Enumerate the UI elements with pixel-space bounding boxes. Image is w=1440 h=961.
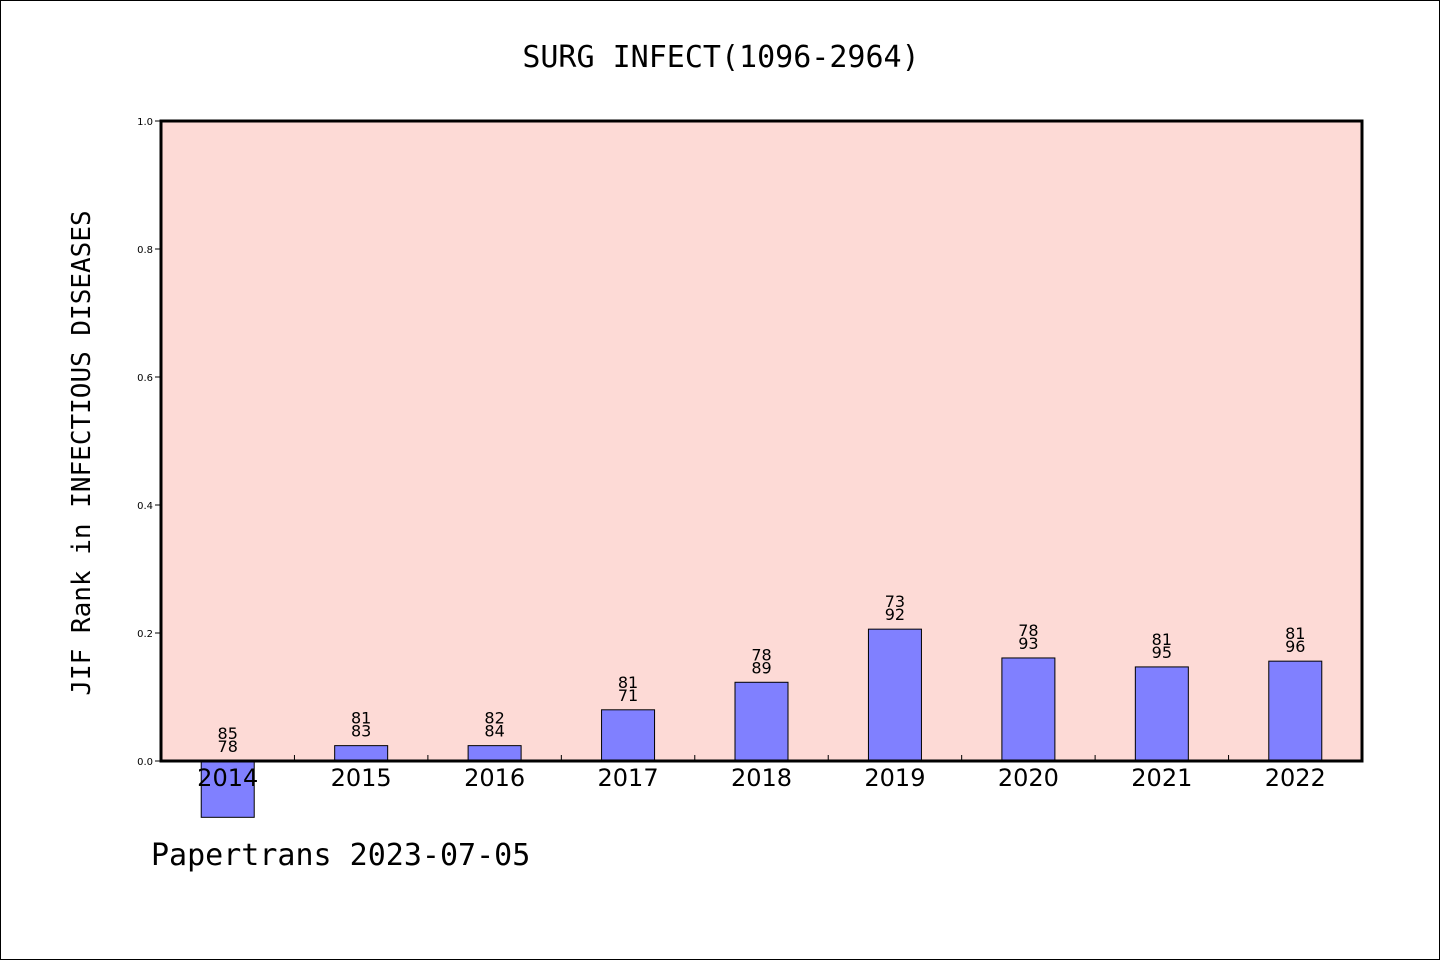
bar-label-bottom: 92 <box>885 605 905 624</box>
bar <box>867 628 922 762</box>
bar-label-bottom: 83 <box>351 722 371 741</box>
x-tick-label: 2018 <box>731 764 792 792</box>
bar <box>1268 660 1323 762</box>
y-axis: 0.0 0.2 0.4 0.6 0.8 1.0 <box>137 117 161 768</box>
bar-label-top: 78 <box>1018 621 1038 640</box>
bar-label-top: 81 <box>618 673 638 692</box>
y-tick-label: 0.6 <box>137 373 153 384</box>
bar <box>334 745 389 762</box>
bar-label-bottom: 78 <box>218 737 238 756</box>
bar-label-bottom: 93 <box>1018 634 1038 653</box>
bar <box>1001 657 1056 762</box>
bar <box>467 745 522 762</box>
x-tick-label: 2022 <box>1265 764 1326 792</box>
x-tick-label: 2021 <box>1131 764 1192 792</box>
bar-label-top: 81 <box>1285 624 1305 643</box>
bar-label-top: 81 <box>351 709 371 728</box>
bar-label-top: 73 <box>885 592 905 611</box>
y-tick-label: 0.4 <box>137 501 153 512</box>
bar <box>601 709 656 762</box>
plot-frame <box>159 119 1364 763</box>
bar <box>200 760 255 818</box>
bar-label-top: 81 <box>1152 630 1172 649</box>
bar-label-top: 85 <box>218 724 238 743</box>
footer-text: Papertrans 2023-07-05 <box>151 838 530 873</box>
bar <box>734 681 789 762</box>
x-tick-label: 2015 <box>331 764 392 792</box>
x-tick-label: 2020 <box>998 764 1059 792</box>
y-tick-label: 0.8 <box>137 245 153 256</box>
bar-label-top: 78 <box>751 645 771 664</box>
bar-label-top: 82 <box>484 709 504 728</box>
x-tick-label: 2017 <box>598 764 659 792</box>
x-tick-label: 2014 <box>197 764 258 792</box>
bar-label-bottom: 96 <box>1285 637 1305 656</box>
x-tick-label: 2019 <box>864 764 925 792</box>
bar-label-bottom: 95 <box>1152 643 1172 662</box>
y-tick-label: 0.0 <box>137 757 153 768</box>
plot-area <box>161 121 1362 761</box>
y-axis-label: JIF Rank in INFECTIOUS DISEASES <box>67 210 97 695</box>
y-tick-label: 0.2 <box>137 629 153 640</box>
bar-label-bottom: 84 <box>484 722 504 741</box>
y-tick-label: 1.0 <box>137 117 153 128</box>
bar-label-bottom: 89 <box>751 658 771 677</box>
chart-title: SURG INFECT(1096-2964) <box>522 40 919 75</box>
bar-label-bottom: 71 <box>618 686 638 705</box>
x-axis: 2014 2015 2016 2017 2018 2019 2020 2021 2022 <box>197 755 1326 792</box>
x-tick-label: 2016 <box>464 764 525 792</box>
bar <box>1134 666 1189 762</box>
